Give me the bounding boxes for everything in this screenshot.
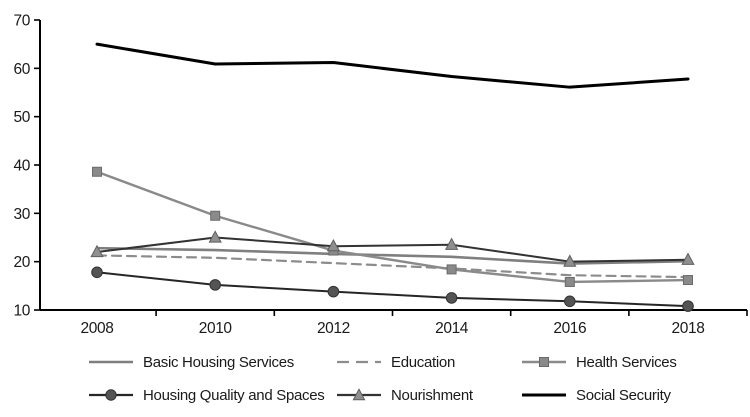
triangle-marker bbox=[208, 230, 222, 243]
x-axis-tick-label: 2016 bbox=[553, 320, 586, 337]
legend-item-nourishment: Nourishment bbox=[336, 387, 521, 404]
triangle-marker-icon bbox=[352, 388, 366, 401]
triangle-marker bbox=[563, 254, 577, 267]
legend-circle-swatch bbox=[89, 389, 133, 401]
legend-item-social-security: Social Security bbox=[521, 387, 743, 404]
x-axis-tick-label: 2008 bbox=[81, 320, 114, 337]
legend-line-swatch bbox=[337, 360, 381, 364]
legend-label: Education bbox=[391, 353, 456, 371]
triangle-marker bbox=[326, 238, 341, 252]
legend-label: Health Services bbox=[576, 353, 677, 371]
legend-item-housing-quality-and-spaces: Housing Quality and Spaces bbox=[88, 387, 336, 404]
series-line-education bbox=[95, 254, 690, 279]
series-line-social-security bbox=[95, 42, 690, 89]
x-axis-tick-label: 2012 bbox=[317, 320, 350, 337]
y-axis-tick-label: 50 bbox=[14, 109, 31, 126]
x-axis-tick-label: 2014 bbox=[435, 320, 469, 337]
legend-item-health-services: Health Services bbox=[521, 354, 743, 371]
square-marker-icon bbox=[539, 357, 549, 367]
legend-line-swatch bbox=[89, 360, 133, 364]
triangle-marker bbox=[444, 237, 459, 250]
circle-marker bbox=[327, 285, 340, 298]
y-axis-tick-label: 30 bbox=[14, 206, 31, 223]
legend-label: Basic Housing Services bbox=[143, 353, 294, 371]
series-line-housing-quality-and-spaces bbox=[96, 271, 689, 308]
circle-marker-icon bbox=[105, 389, 117, 401]
legend-square-swatch bbox=[522, 357, 566, 367]
y-axis-tick-label: 70 bbox=[14, 13, 31, 30]
series-line-basic-housing-services bbox=[95, 246, 690, 265]
legend-line-swatch bbox=[522, 393, 566, 397]
square-marker bbox=[446, 264, 457, 275]
y-axis-tick-label: 60 bbox=[14, 61, 31, 78]
legend-item-education: Education bbox=[336, 354, 521, 371]
chart-legend: Basic Housing Services Education Health Se… bbox=[88, 351, 743, 406]
legend-label: Social Security bbox=[576, 386, 671, 404]
series-line-nourishment bbox=[96, 236, 689, 263]
legend-label: Nourishment bbox=[391, 386, 473, 404]
circle-marker bbox=[682, 300, 694, 312]
circle-marker bbox=[445, 292, 458, 304]
legend-label: Housing Quality and Spaces bbox=[143, 386, 325, 404]
square-marker bbox=[92, 166, 102, 177]
triangle-marker bbox=[681, 252, 695, 265]
y-axis-tick-label: 20 bbox=[14, 254, 31, 271]
legend-item-basic-housing-services: Basic Housing Services bbox=[88, 354, 336, 371]
square-marker bbox=[564, 276, 575, 287]
series-line-health-services bbox=[95, 170, 690, 284]
x-axis-tick-label: 2010 bbox=[199, 320, 233, 337]
square-marker bbox=[210, 210, 221, 221]
y-axis-tick-label: 10 bbox=[14, 303, 31, 320]
triangle-marker bbox=[90, 244, 104, 258]
circle-marker bbox=[209, 279, 221, 291]
y-axis-tick-label: 40 bbox=[14, 158, 31, 175]
circle-marker bbox=[91, 266, 103, 279]
circle-marker bbox=[564, 295, 576, 308]
x-axis-tick-label: 2018 bbox=[672, 320, 705, 337]
line-chart-plot: 10 20 30 40 50 60 70 2008 2010 2012 2014 2016 2018 bbox=[14, 13, 748, 337]
legend-triangle-swatch bbox=[337, 388, 381, 401]
square-marker bbox=[683, 275, 693, 286]
